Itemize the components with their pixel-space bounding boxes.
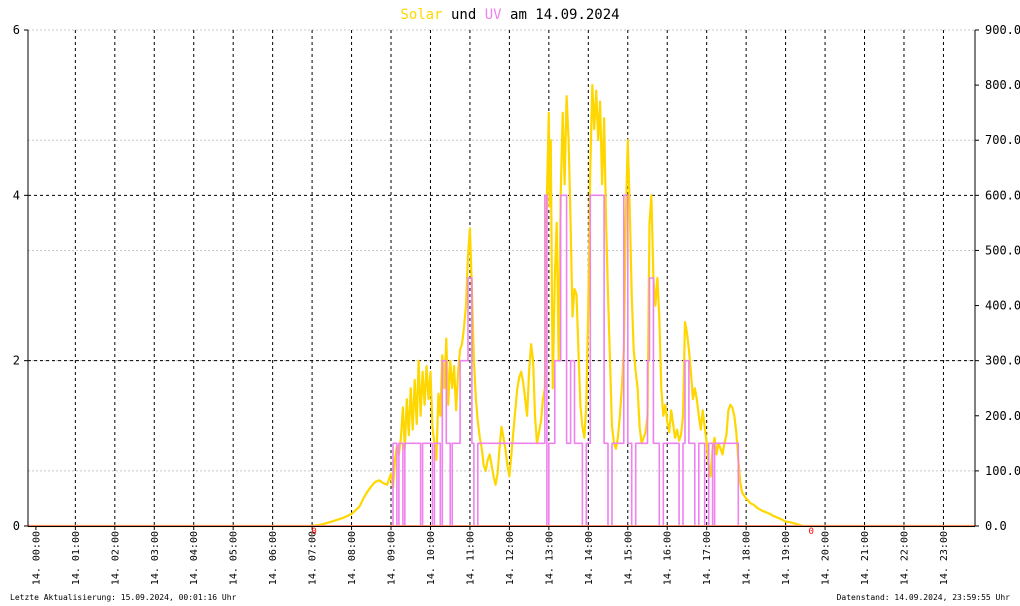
title-date: am 14.09.2024 — [510, 7, 620, 23]
left-tick-label: 6 — [13, 23, 20, 37]
x-tick-label: 14. 23:00 — [939, 531, 950, 585]
x-tick-label: 14. 06:00 — [268, 531, 279, 585]
series-line-uv — [28, 194, 975, 527]
x-tick-label: 14. 20:00 — [821, 531, 832, 585]
x-tick-label: 14. 10:00 — [426, 531, 437, 585]
x-tick-label: 14. 03:00 — [150, 531, 161, 585]
x-tick-label: 14. 12:00 — [505, 531, 516, 585]
x-tick-label: 14. 22:00 — [899, 531, 910, 585]
right-tick-label: 0.0 — [985, 519, 1007, 533]
chart-title: Solar und UV am 14.09.2024 — [400, 7, 619, 23]
left-tick-label: 4 — [13, 188, 20, 202]
right-tick-label: 200.0 — [985, 409, 1020, 423]
right-tick-label: 900.0 — [985, 23, 1020, 37]
x-tick-label: 14. 16:00 — [663, 531, 674, 585]
x-tick-label: 14. 01:00 — [71, 531, 82, 585]
grid-layer — [28, 29, 975, 526]
x-tick-label: 14. 02:00 — [110, 531, 121, 585]
series-line-solar — [28, 84, 975, 528]
x-tick-label: 14. 09:00 — [387, 531, 398, 585]
right-tick-label: 600.0 — [985, 188, 1020, 202]
x-tick-label: 14. 11:00 — [465, 531, 476, 585]
zero-marker-label: 0 — [809, 527, 814, 537]
labels-layer: 0 2 4 6 0.0 100.0 200.0 300.0 400.0 500.0 600.0 700… — [13, 23, 1020, 585]
x-tick-label: 14. 05:00 — [229, 531, 240, 585]
x-tick-label: 14. 18:00 — [742, 531, 753, 585]
right-tick-label: 500.0 — [985, 243, 1020, 257]
x-tick-label: 14. 14:00 — [584, 531, 595, 585]
right-tick-label: 800.0 — [985, 78, 1020, 92]
left-tick-label: 0 — [13, 519, 20, 533]
title-solar: Solar — [400, 7, 442, 23]
x-tick-label: 14. 04:00 — [189, 531, 200, 585]
x-tick-label: 14. 21:00 — [860, 531, 871, 585]
right-tick-label: 100.0 — [985, 464, 1020, 478]
x-tick-label: 14. 07:00 — [308, 531, 319, 585]
zero-marker-label: 0 — [311, 527, 316, 537]
data-timestamp-text: Datenstand: 14.09.2024, 23:59:55 Uhr — [836, 593, 1010, 602]
right-tick-label: 300.0 — [985, 354, 1020, 368]
left-tick-label: 2 — [13, 354, 20, 368]
x-tick-label: 14. 00:00 — [31, 531, 42, 585]
last-update-text: Letzte Aktualisierung: 15.09.2024, 00:01… — [10, 593, 237, 602]
x-tick-label: 14. 19:00 — [781, 531, 792, 585]
x-tick-label: 14. 17:00 — [702, 531, 713, 585]
x-tick-label: 14. 15:00 — [623, 531, 634, 585]
right-tick-label: 400.0 — [985, 299, 1020, 313]
title-uv: UV — [485, 7, 502, 23]
x-tick-label: 14. 13:00 — [544, 531, 555, 585]
x-tick-label: 14. 08:00 — [347, 531, 358, 585]
title-und: und — [451, 7, 476, 23]
right-tick-label: 700.0 — [985, 133, 1020, 147]
series-layer — [28, 84, 975, 528]
axes-layer — [24, 29, 979, 530]
